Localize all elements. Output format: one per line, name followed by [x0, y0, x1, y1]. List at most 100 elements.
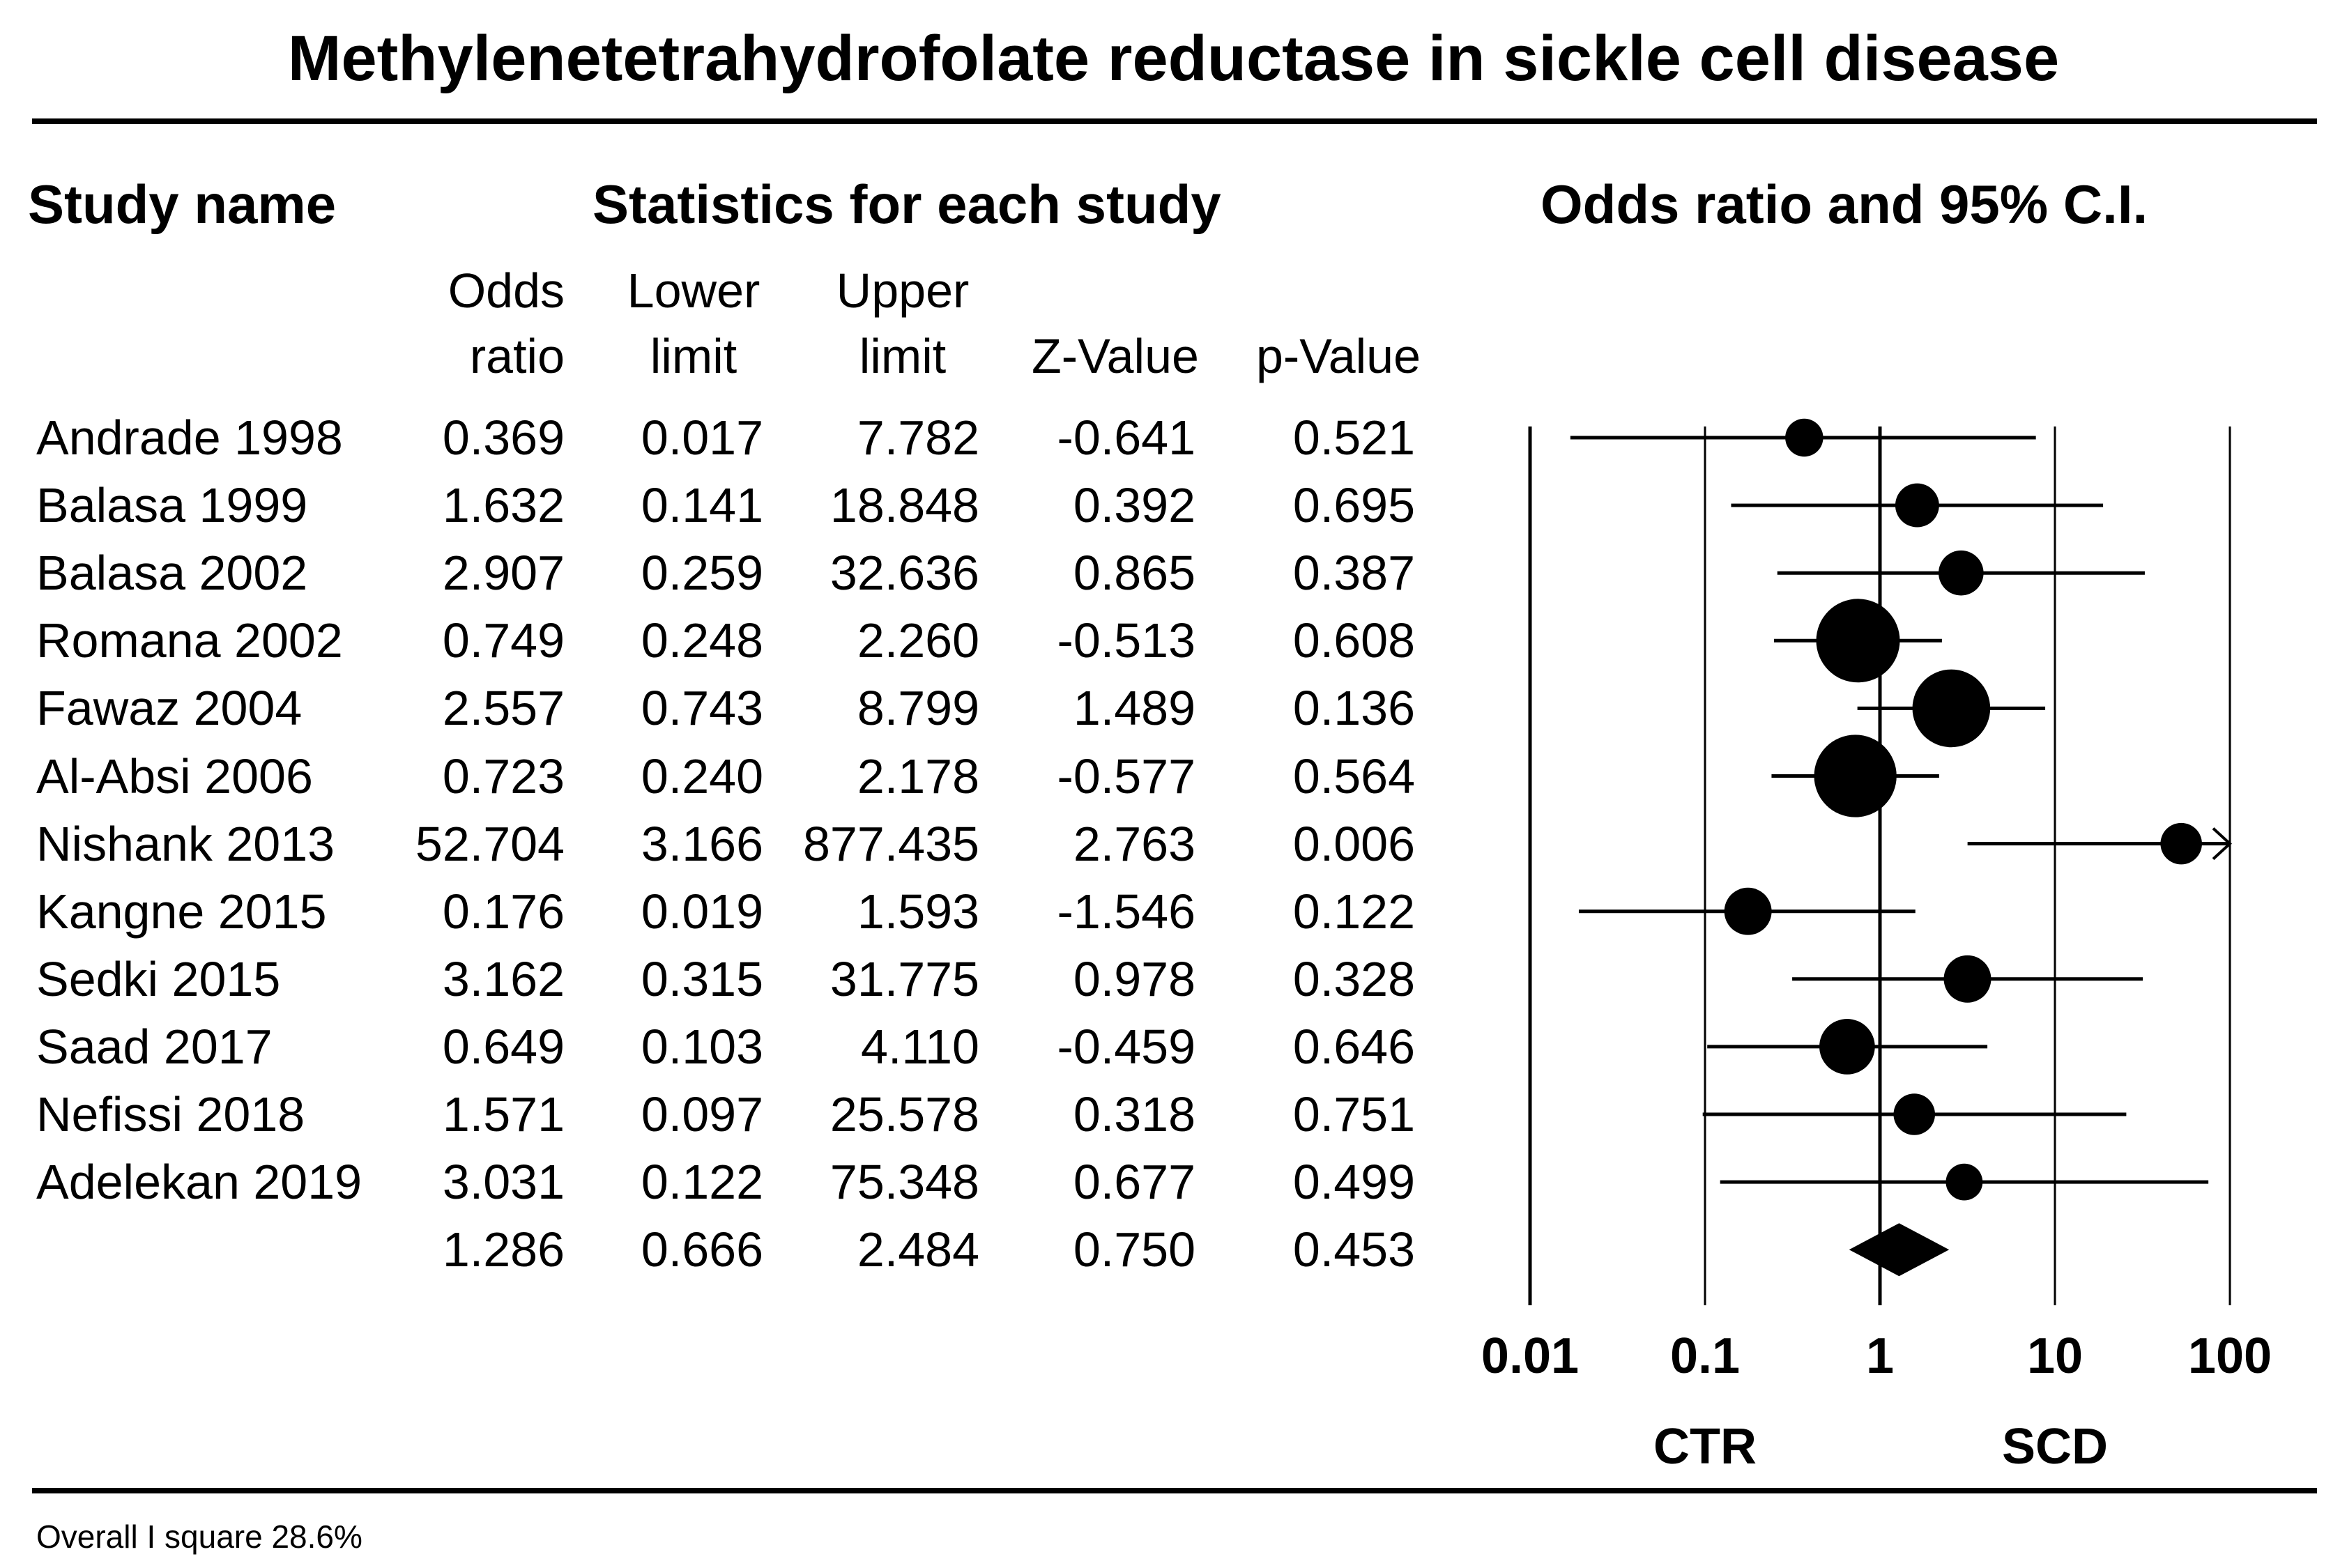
header-plot: Odds ratio and 95% C.I.	[1541, 174, 2148, 235]
cell-z-value: -0.459	[1057, 1019, 1195, 1074]
cell-study-name: Nefissi 2018	[36, 1087, 305, 1142]
study-marker	[1939, 550, 1984, 596]
study-marker	[1893, 1093, 1936, 1135]
study-marker	[1945, 1163, 1983, 1201]
cell-upper-limit: 31.775	[830, 951, 979, 1006]
cell-p-value: 0.608	[1292, 613, 1415, 668]
cell-odds-ratio: 0.723	[442, 748, 565, 804]
cell-upper-limit: 8.799	[857, 681, 979, 736]
study-marker	[1895, 483, 1939, 528]
cell-lower-limit: 0.122	[641, 1155, 763, 1210]
tick-label: 0.01	[1481, 1328, 1579, 1384]
cell-p-value: 0.521	[1292, 410, 1415, 465]
cell-lower-limit: 0.240	[641, 748, 763, 804]
cell-upper-limit: 1.593	[857, 884, 979, 939]
cell-odds-ratio: 0.176	[442, 884, 565, 939]
col-lower-limit-line1: Lower	[627, 263, 760, 318]
cell-upper-limit: 18.848	[830, 478, 979, 533]
cell-odds-ratio: 3.162	[442, 951, 565, 1006]
cell-z-value: 2.763	[1073, 816, 1195, 871]
cell-z-value: 0.978	[1073, 951, 1195, 1006]
tick-label: 10	[2027, 1328, 2083, 1384]
bottom-rule	[32, 1488, 2317, 1493]
cell-lower-limit: 0.315	[641, 951, 763, 1006]
cell-p-value: 0.564	[1292, 748, 1415, 804]
study-marker	[1816, 599, 1900, 683]
cell-study-name: Romana 2002	[36, 613, 343, 668]
cell-lower-limit: 3.166	[641, 816, 763, 871]
cell-odds-ratio: 3.031	[442, 1155, 565, 1210]
cell-lower-limit: 0.248	[641, 613, 763, 668]
cell-upper-limit: 75.348	[830, 1155, 979, 1210]
cell-study-name: Balasa 1999	[36, 478, 308, 533]
cell-odds-ratio: 1.632	[442, 478, 565, 533]
cell-p-value: 0.006	[1292, 816, 1415, 871]
cell-upper-limit: 4.110	[861, 1019, 979, 1074]
col-odds-ratio-line2: ratio	[469, 329, 565, 383]
cell-z-value: -1.546	[1057, 884, 1195, 939]
cell-z-value: 0.392	[1073, 478, 1195, 533]
cell-p-value: 0.136	[1292, 681, 1415, 736]
cell-z-value: 0.318	[1073, 1087, 1195, 1142]
study-marker	[1819, 1019, 1875, 1075]
heterogeneity-footnote: Overall I square 28.6%	[36, 1519, 362, 1555]
cell-z-value: 1.489	[1073, 681, 1195, 736]
cell-upper-limit: 32.636	[830, 546, 979, 601]
left-direction-label: CTR	[1653, 1419, 1757, 1475]
cell-z-value: 0.677	[1073, 1155, 1195, 1210]
cell-study-name: Al-Absi 2006	[36, 748, 313, 804]
top-rule	[32, 118, 2317, 124]
cell-odds-ratio: 52.704	[415, 816, 565, 871]
cell-upper-limit: 877.435	[802, 816, 979, 871]
cell-odds-ratio: 2.907	[442, 546, 565, 601]
tick-label: 1	[1866, 1328, 1894, 1384]
cell-lower-limit: 0.666	[641, 1222, 763, 1277]
right-direction-label: SCD	[2002, 1419, 2108, 1475]
cell-study-name: Balasa 2002	[36, 546, 308, 601]
cell-lower-limit: 0.743	[641, 681, 763, 736]
study-marker	[1785, 418, 1824, 457]
study-marker	[2160, 822, 2202, 865]
cell-p-value: 0.646	[1292, 1019, 1415, 1074]
cell-z-value: 0.750	[1073, 1222, 1195, 1277]
col-p-value: p-Value	[1255, 329, 1421, 383]
study-marker	[1724, 887, 1772, 935]
cell-study-name: Kangne 2015	[36, 884, 327, 939]
cell-upper-limit: 25.578	[830, 1087, 979, 1142]
cell-p-value: 0.499	[1292, 1155, 1415, 1210]
figure-title: Methylenetetrahydrofolate reductase in s…	[287, 23, 2060, 94]
cell-p-value: 0.751	[1292, 1087, 1415, 1142]
header-statistics: Statistics for each study	[593, 174, 1221, 235]
cell-p-value: 0.453	[1292, 1222, 1415, 1277]
cell-p-value: 0.328	[1292, 951, 1415, 1006]
cell-lower-limit: 0.103	[641, 1019, 763, 1074]
cell-z-value: -0.641	[1057, 410, 1195, 465]
col-odds-ratio-line1: Odds	[448, 263, 565, 318]
study-marker	[1943, 955, 1991, 1003]
cell-study-name: Sedki 2015	[36, 951, 281, 1006]
cell-z-value: 0.865	[1073, 546, 1195, 601]
col-upper-limit-line2: limit	[859, 329, 947, 383]
tick-label: 100	[2188, 1328, 2272, 1384]
cell-odds-ratio: 0.749	[442, 613, 565, 668]
ci-clip-arrow	[2212, 827, 2232, 861]
cell-odds-ratio: 0.649	[442, 1019, 565, 1074]
cell-study-name: Nishank 2013	[36, 816, 335, 871]
tick-label: 0.1	[1670, 1328, 1740, 1384]
study-marker	[1912, 669, 1991, 748]
cell-z-value: -0.577	[1057, 748, 1195, 804]
cell-upper-limit: 2.178	[857, 748, 979, 804]
cell-lower-limit: 0.097	[641, 1087, 763, 1142]
cell-lower-limit: 0.259	[641, 546, 763, 601]
cell-upper-limit: 2.484	[857, 1222, 979, 1277]
header-study-name: Study name	[28, 174, 337, 235]
cell-p-value: 0.695	[1292, 478, 1415, 533]
summary-diamond	[1849, 1223, 1950, 1277]
cell-upper-limit: 2.260	[857, 613, 979, 668]
cell-z-value: -0.513	[1057, 613, 1195, 668]
col-lower-limit-line2: limit	[650, 329, 737, 383]
cell-lower-limit: 0.141	[641, 478, 763, 533]
cell-odds-ratio: 2.557	[442, 681, 565, 736]
